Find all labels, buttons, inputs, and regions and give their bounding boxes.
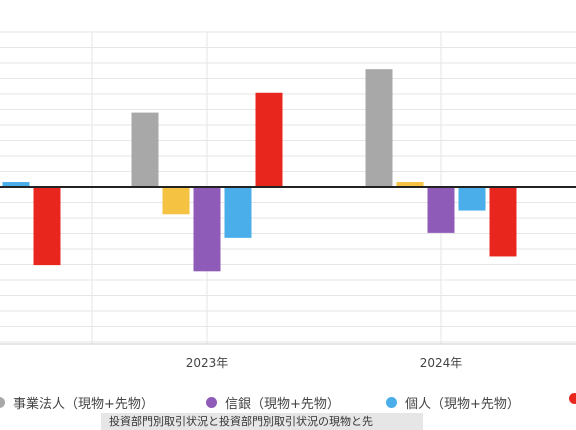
legend-marker-gray	[0, 397, 5, 408]
bar	[489, 187, 517, 257]
legend-marker-purple	[206, 397, 217, 408]
bar	[255, 92, 283, 187]
bar	[162, 187, 190, 215]
bar	[33, 187, 61, 266]
bar	[2, 182, 30, 187]
bar	[365, 69, 393, 187]
legend-item-jigyo-hojin[interactable]: 事業法人（現物+先物）	[0, 393, 154, 412]
legend-item-shingin[interactable]: 信銀（現物+先物）	[206, 393, 340, 412]
bar	[458, 187, 486, 211]
bar	[396, 182, 424, 187]
caption-tooltip: 投資部門別取引状況と投資部門別取引状況の現物と先	[101, 413, 423, 430]
legend-item-red[interactable]	[569, 393, 576, 404]
x-tick-label: 2024年	[420, 356, 463, 370]
legend-label: 個人（現物+先物）	[405, 397, 520, 412]
bar	[427, 187, 455, 233]
bar	[224, 187, 252, 238]
legend-label: 信銀（現物+先物）	[225, 397, 340, 412]
x-tick-label: 2023年	[186, 356, 229, 370]
bar	[131, 112, 159, 187]
legend: 事業法人（現物+先物） 信銀（現物+先物） 個人（現物+先物）	[0, 393, 576, 413]
legend-label: 事業法人（現物+先物）	[13, 397, 154, 412]
legend-item-kojin[interactable]: 個人（現物+先物）	[386, 393, 520, 412]
legend-marker-blue	[386, 397, 397, 408]
legend-marker-red	[569, 393, 576, 404]
bar	[193, 187, 221, 272]
